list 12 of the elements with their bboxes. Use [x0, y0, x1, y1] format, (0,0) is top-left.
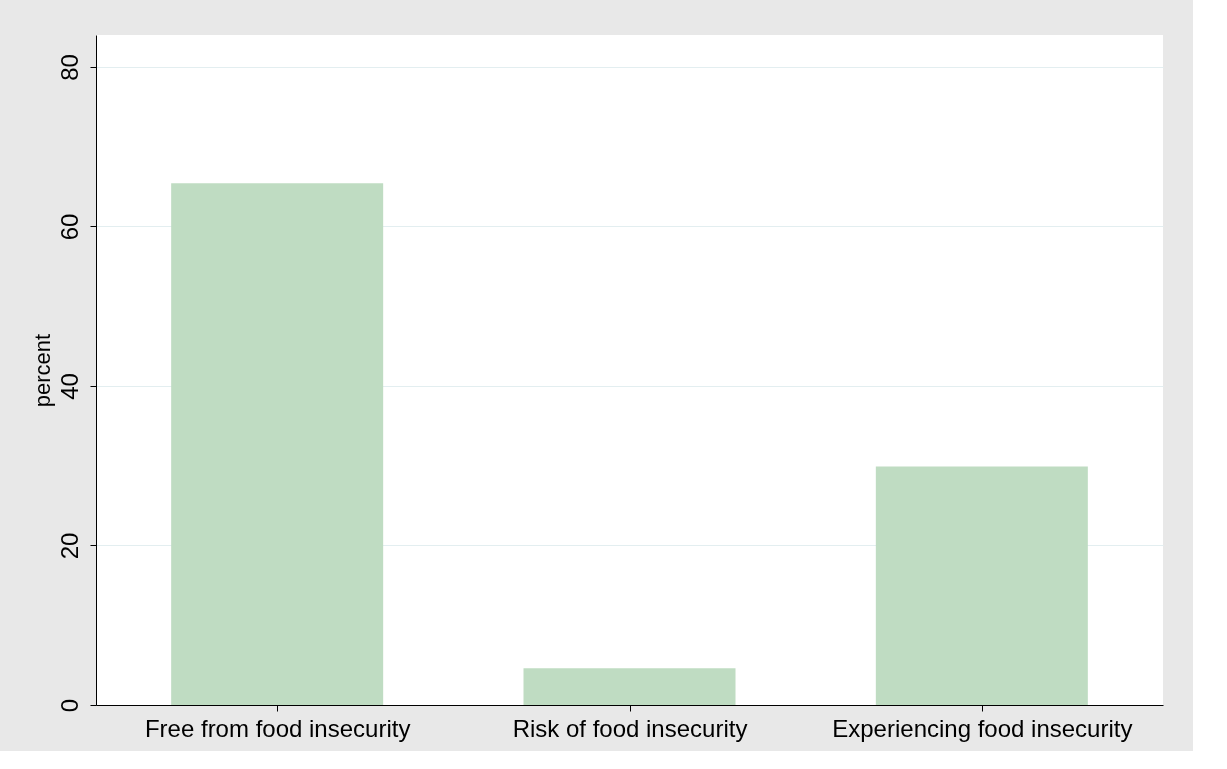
y-tick-label: 80: [55, 54, 83, 81]
bar: [875, 466, 1088, 705]
x-tick-label: Free from food insecurity: [144, 714, 411, 742]
bar: [523, 668, 736, 705]
x-tick-label: Risk of food insecurity: [512, 714, 748, 742]
y-tick-label: 40: [55, 373, 83, 400]
y-tick-label: 60: [55, 213, 83, 241]
bar: [171, 183, 384, 705]
y-tick-label: 0: [55, 698, 83, 713]
y-axis-title: percent: [29, 333, 55, 408]
x-tick-label: Experiencing food insecurity: [832, 714, 1133, 742]
y-tick-label: 20: [55, 532, 83, 560]
